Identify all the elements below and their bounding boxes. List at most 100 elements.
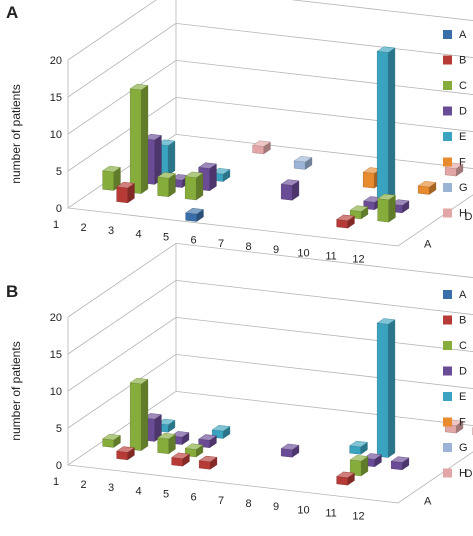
gridline: [67, 353, 473, 429]
bar-B-4: [171, 452, 190, 467]
legend-swatch: [443, 30, 452, 39]
legend-label: G: [459, 182, 468, 194]
gridline: [67, 316, 473, 392]
y-axis-label: number of patients: [9, 341, 23, 440]
x-tick-label: 8: [245, 241, 251, 253]
x-tick-label: 9: [273, 244, 279, 256]
bar-C-1: [102, 433, 121, 448]
bar-E-10: [376, 318, 396, 458]
depth-tick-label: D: [465, 468, 473, 480]
legend-item-C: C: [443, 340, 467, 352]
bar-C-1: [102, 165, 121, 191]
legend-swatch: [443, 341, 452, 350]
legend-label: H: [459, 468, 467, 480]
legend-item-H: H: [443, 468, 467, 480]
legend-item-D: D: [443, 366, 467, 378]
x-tick-label: 5: [163, 231, 169, 243]
legend-label: H: [459, 208, 467, 220]
legend-swatch: [443, 366, 452, 376]
x-tick-label: 8: [245, 498, 251, 510]
legend-item-D: D: [443, 106, 467, 118]
legend-swatch: [443, 55, 452, 65]
legend-label: B: [459, 315, 466, 327]
legend-swatch: [443, 290, 452, 299]
y-tick-label: 5: [56, 166, 62, 178]
bar-C-2: [129, 83, 149, 194]
legend: A B C D E F G H: [443, 289, 468, 480]
x-tick-label: 12: [352, 511, 364, 523]
y-tick-label: 20: [50, 55, 62, 67]
legend-item-A: A: [443, 289, 467, 301]
legend-item-G: G: [443, 442, 468, 454]
x-tick-label: 12: [352, 254, 364, 266]
y-axis-label: number of patients: [9, 84, 23, 183]
legend-swatch: [443, 392, 452, 401]
legend-label: C: [459, 340, 467, 352]
legend-item-F: F: [443, 417, 466, 429]
x-tick-label: 9: [273, 501, 279, 513]
legend-swatch: [443, 468, 452, 478]
bar-F-11: [417, 181, 437, 195]
bars: [102, 46, 464, 229]
legend-swatch: [443, 315, 452, 325]
bar-D-11: [390, 456, 410, 471]
bar-C-10: [349, 455, 369, 477]
gridline: [67, 279, 473, 355]
bar-D-7: [280, 179, 300, 201]
legend-item-E: E: [443, 391, 466, 403]
legend-label: A: [459, 289, 467, 301]
x-tick-label: 6: [190, 235, 196, 247]
legend-swatch: [443, 106, 452, 116]
chart-walls: [66, 0, 473, 247]
bar-E-9: [349, 440, 368, 455]
bar-C-3: [157, 172, 176, 198]
bar-B-10: [336, 214, 355, 229]
bar-D-7: [280, 443, 300, 458]
bar-B-2: [116, 446, 135, 461]
bar-H-4: [252, 140, 271, 155]
legend-swatch: [443, 417, 452, 427]
y-tick-label: 10: [50, 386, 62, 398]
x-tick-label: 10: [297, 504, 309, 516]
bar-D-4: [198, 434, 217, 449]
bar-C-4: [184, 171, 204, 201]
bar-G-6: [293, 155, 313, 170]
gridline: [67, 96, 473, 172]
x-tick-label: 4: [135, 228, 141, 240]
x-tick-label: 11: [325, 250, 336, 262]
legend-item-F: F: [443, 157, 466, 169]
y-tick-label: 10: [50, 129, 62, 141]
bar-E-4: [211, 425, 231, 439]
legend-label: E: [459, 391, 466, 403]
gridline: [67, 242, 473, 318]
bar-C-3: [157, 432, 176, 455]
depth-tick-label: A: [424, 239, 432, 251]
bar-C-2: [129, 377, 149, 451]
legend: A B C D E F G H: [443, 29, 468, 220]
legend-label: D: [459, 106, 467, 118]
x-tick-label: 11: [325, 507, 336, 519]
x-tick-label: 5: [163, 488, 169, 500]
gridline: [67, 22, 473, 98]
x-tick-label: 7: [218, 495, 224, 507]
x-tick-label: 1: [53, 219, 59, 231]
x-tick-label: 3: [108, 225, 114, 237]
depth-tick-label: D: [465, 211, 473, 223]
bars: [102, 318, 473, 486]
legend-swatch: [443, 132, 452, 141]
legend-item-G: G: [443, 182, 468, 194]
legend-label: D: [459, 366, 467, 378]
chart-walls: [66, 242, 473, 504]
legend-item-B: B: [443, 55, 466, 67]
legend-item-B: B: [443, 315, 466, 327]
legend-item-H: H: [443, 208, 467, 220]
panel-letter: B: [6, 282, 18, 301]
legend-label: E: [459, 131, 466, 143]
gridline: [67, 0, 473, 61]
bar-H-11: [444, 419, 464, 434]
bar-A-5: [185, 208, 204, 222]
x-tick-label: 4: [135, 485, 141, 497]
legend-label: A: [459, 29, 467, 41]
gridline: [67, 59, 473, 135]
